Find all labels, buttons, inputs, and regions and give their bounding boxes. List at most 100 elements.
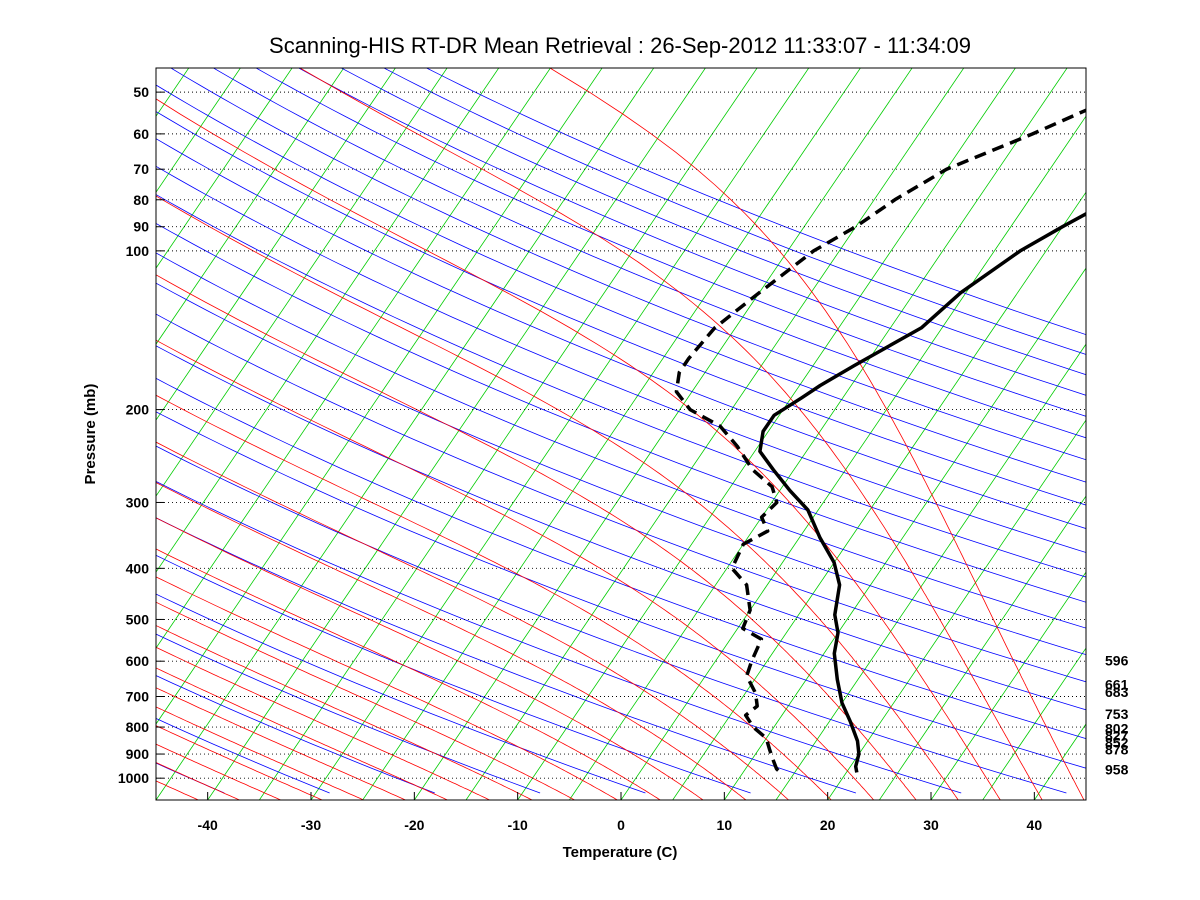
level-label: 661: [1105, 676, 1129, 692]
dewpoint-profile: [674, 108, 1086, 776]
isotherm-line: [310, 68, 810, 800]
isotherm-line: [982, 647, 1086, 800]
isotherm-line: [0, 41, 52, 810]
dry-adiabat-line: [156, 445, 1067, 794]
moist-adiabat-line: [156, 98, 1001, 800]
moist-adiabat-line: [549, 68, 1085, 800]
level-label: 878: [1105, 741, 1129, 757]
temperature-tick-label: 40: [1027, 817, 1043, 833]
dry-adiabat-line: [156, 138, 1086, 529]
pressure-tick-label: 700: [126, 688, 150, 704]
dry-adiabat-line: [156, 111, 1086, 506]
isotherm-line: [362, 68, 861, 800]
pressure-tick-label: 300: [126, 494, 150, 510]
isotherm-line: [156, 68, 448, 497]
isotherm-line: [723, 267, 1086, 800]
temperature-tick-label: -30: [301, 817, 321, 833]
isotherm-line: [156, 68, 603, 725]
moist-adiabat-line: [156, 725, 324, 800]
pressure-tick-label: 1000: [118, 770, 149, 786]
dry-adiabat-line: [0, 61, 119, 793]
isotherm-line: [672, 191, 1086, 800]
moist-adiabat-line: [156, 798, 159, 800]
dry-adiabat-line: [156, 84, 1086, 483]
temperature-tick-label: -20: [404, 817, 424, 833]
dry-adiabat-line: [383, 68, 1086, 355]
level-label: 852: [1105, 734, 1129, 750]
isotherm-line: [827, 419, 1086, 800]
moist-adiabat-line: [156, 687, 407, 800]
level-label: 683: [1105, 684, 1129, 700]
moist-adiabat-line: [156, 706, 365, 800]
isotherm-line: [517, 68, 1016, 800]
pressure-tick-label: 80: [133, 192, 149, 208]
pressure-tick-label: 200: [126, 402, 150, 418]
isotherm-line: [775, 343, 1086, 800]
pressure-tick-label: 70: [133, 161, 149, 177]
dry-adiabat-line: [156, 554, 751, 794]
dry-adiabat-line: [156, 411, 1086, 769]
moist-adiabat-line: [156, 195, 959, 800]
dry-adiabat-line: [340, 68, 1086, 376]
isotherm-line: [568, 68, 1068, 800]
dry-adiabat-line: [156, 480, 962, 794]
isotherm-line: [156, 68, 396, 421]
pressure-tick-label: 60: [133, 126, 149, 142]
level-label: 596: [1105, 653, 1129, 669]
dry-adiabat-line: [170, 68, 1086, 461]
level-label: 958: [1105, 761, 1129, 777]
dry-adiabat-line: [156, 377, 1086, 740]
moist-adiabat-line: [156, 548, 662, 800]
level-label: 802: [1105, 721, 1129, 737]
isotherm-line: [156, 68, 500, 573]
isotherm-line: [258, 68, 758, 800]
moist-adiabat-line: [156, 482, 747, 800]
dry-adiabat-line: [156, 633, 541, 794]
pressure-tick-label: 100: [126, 243, 150, 259]
moist-adiabat-line: [156, 743, 282, 800]
x-axis-label: Temperature (C): [563, 844, 678, 861]
dry-adiabat-line: [156, 762, 225, 794]
level-label: 827: [1105, 728, 1129, 744]
temperature-tick-label: 10: [717, 817, 733, 833]
moist-adiabat-line: [156, 394, 832, 800]
dry-adiabat-line: [297, 68, 1086, 396]
dry-adiabat-line: [425, 68, 1086, 336]
moist-adiabat-line: [156, 576, 619, 800]
isotherm-line: [878, 495, 1086, 800]
moist-adiabat-line: [299, 68, 1043, 800]
dry-adiabat-line: [156, 593, 646, 794]
isotherm-line: [156, 68, 551, 649]
isotherm-line: [620, 115, 1086, 800]
dry-adiabat-line: [156, 517, 857, 794]
temperature-tick-label: 0: [617, 817, 625, 833]
plot-area: [0, 41, 1200, 810]
dry-adiabat-line: [156, 222, 1086, 603]
temperature-tick-label: -40: [198, 817, 218, 833]
level-label: 753: [1105, 706, 1129, 722]
isotherm-line: [1131, 41, 1200, 810]
moist-adiabat-line: [156, 274, 917, 800]
chart-title: Scanning-HIS RT-DR Mean Retrieval : 26-S…: [269, 33, 971, 58]
pressure-axis: 50 60 70 80 90 100 200 300 400 500 600 700 800 900 100…: [118, 84, 164, 786]
pressure-tick-label: 600: [126, 653, 150, 669]
moist-adiabat-line: [156, 762, 241, 800]
moist-adiabat-line: [156, 601, 576, 800]
moist-adiabat-line: [0, 478, 139, 810]
pressure-tick-label: 800: [126, 719, 150, 735]
dry-adiabat-line: [156, 345, 1086, 711]
pressure-tick-label: 50: [133, 84, 149, 100]
isotherm-line: [930, 571, 1086, 800]
temperature-tick-label: 30: [923, 817, 939, 833]
pressure-tick-label: 900: [126, 746, 150, 762]
dry-adiabat-line: [156, 252, 1086, 629]
pressure-tick-label: 400: [126, 560, 150, 576]
moist-adiabat-line: [156, 625, 533, 800]
isotherm-line: [207, 68, 706, 800]
dry-adiabat-line: [212, 68, 1086, 439]
dry-adiabat-line: [156, 313, 1086, 683]
moist-adiabat-line: [156, 339, 875, 800]
pressure-tick-label: 500: [126, 611, 150, 627]
